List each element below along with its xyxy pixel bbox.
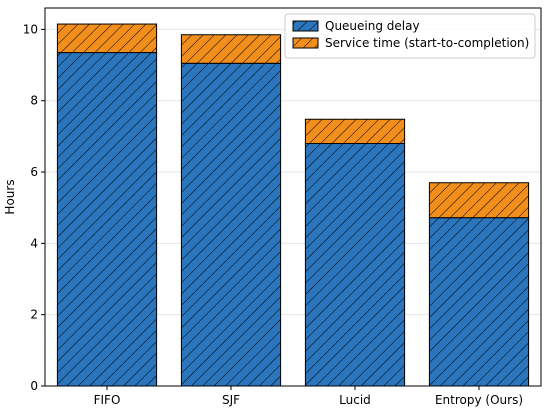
legend: Queueing delay Service time (start-to-com… xyxy=(284,13,536,59)
y-axis-label: Hours xyxy=(3,179,17,214)
x-tick-label-1: SJF xyxy=(222,393,240,407)
plot-frame xyxy=(44,7,542,387)
legend-swatch-1 xyxy=(292,37,319,49)
legend-swatch-0 xyxy=(292,20,319,32)
y-tick-label-2: 4 xyxy=(30,236,38,250)
legend-label-1: Service time (start-to-completion) xyxy=(325,36,529,50)
bar-service-3 xyxy=(428,182,530,219)
y-tick-label-0: 0 xyxy=(30,379,38,393)
x-tick-label-2: Lucid xyxy=(339,393,371,407)
legend-label-0: Queueing delay xyxy=(325,19,420,33)
bars xyxy=(56,23,530,387)
x-tick-label-0: FIFO xyxy=(94,393,121,407)
y-tick-label-5: 10 xyxy=(23,22,38,36)
bar-queueing-0 xyxy=(56,52,158,387)
y-tick-label-1: 2 xyxy=(30,308,38,322)
bar-queueing-2 xyxy=(304,143,406,387)
bar-queueing-3 xyxy=(428,217,530,387)
legend-box xyxy=(284,13,536,59)
bar-queueing-1 xyxy=(180,62,282,387)
y-axis: 0 2 4 6 8 10 xyxy=(23,22,45,393)
y-tick-label-3: 6 xyxy=(30,165,38,179)
bar-service-1 xyxy=(180,34,282,64)
y-tick-label-4: 8 xyxy=(30,94,38,108)
bar-service-2 xyxy=(304,118,406,145)
x-tick-label-3: Entropy (Ours) xyxy=(435,393,523,407)
x-axis: FIFO SJF Lucid Entropy (Ours) xyxy=(94,386,523,407)
bar-service-0 xyxy=(56,23,158,54)
